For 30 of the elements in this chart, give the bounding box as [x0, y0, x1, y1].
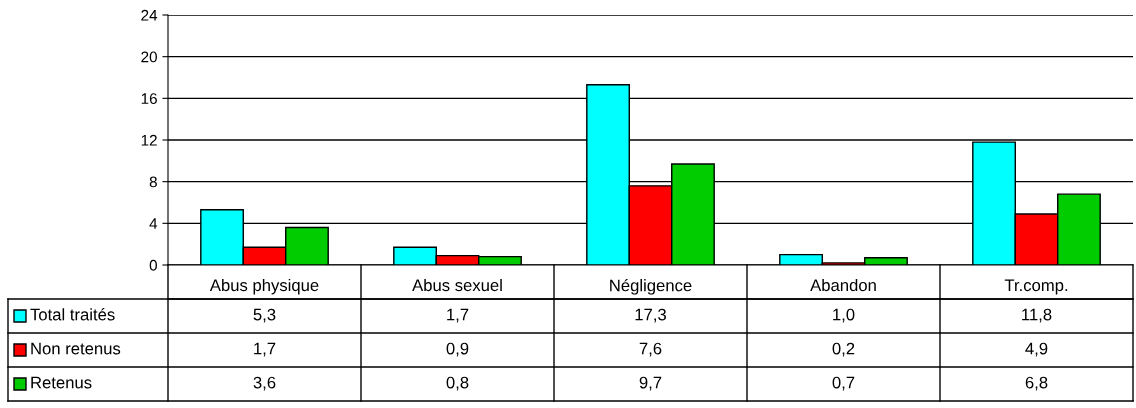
y-tick-label: 12 [141, 134, 157, 146]
data-label: 9,7 [639, 376, 662, 391]
legend-label: Non retenus [31, 342, 121, 355]
y-tick-label: 16 [141, 93, 157, 105]
x-tick-label: Tr.comp. [1004, 279, 1068, 295]
y-tick-label: 24 [141, 9, 158, 21]
data-label: 1,0 [833, 308, 855, 323]
y-tick-label: 8 [149, 176, 157, 188]
y-tick-label: 0 [149, 259, 157, 271]
x-tick-label: Abandon [810, 278, 876, 292]
data-label: 0,7 [832, 376, 855, 391]
data-label: 0,2 [832, 342, 855, 357]
y-tick-label: 4 [149, 218, 158, 229]
data-label: 7,6 [639, 342, 662, 357]
data-label: 0,9 [446, 342, 469, 357]
data-label: 6,8 [1025, 376, 1048, 391]
data-label: 17,3 [635, 308, 666, 323]
x-tick-label: Abus physique [209, 278, 319, 295]
legend-label: Retenus [31, 376, 92, 389]
legend-label: Total traités [30, 308, 115, 321]
data-label: 0,8 [446, 376, 469, 391]
data-label: 4,9 [1025, 342, 1048, 357]
data-label: 11,8 [1022, 308, 1052, 323]
data-label: 1,7 [447, 308, 469, 323]
x-tick-label: Négligence [610, 278, 692, 295]
x-tick-label: Abus sexuel [412, 278, 502, 292]
data-label: 3,6 [253, 376, 276, 391]
data-label: 1,7 [254, 342, 276, 357]
y-tick-label: 20 [141, 51, 157, 63]
data-label: 5,3 [253, 308, 276, 323]
